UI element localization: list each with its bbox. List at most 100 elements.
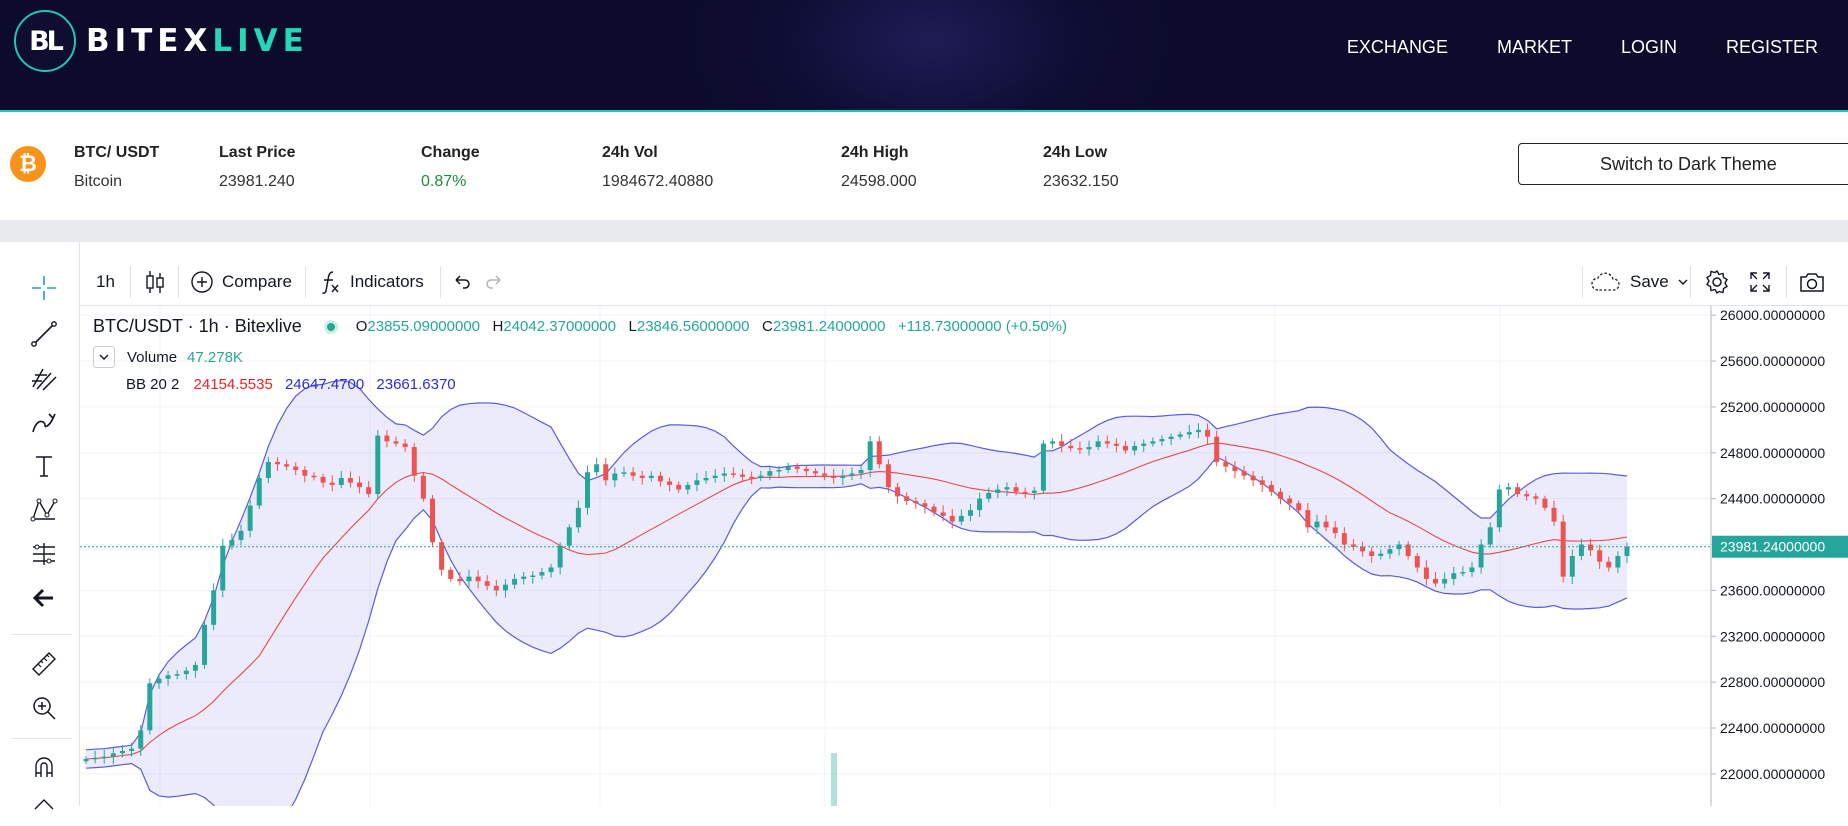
ruler-icon[interactable] [26,646,62,682]
gear-icon [1706,269,1728,295]
candle-body [1296,503,1302,511]
settings-button[interactable] [1704,258,1730,306]
candle-body [776,469,782,472]
fib-tool-icon[interactable] [26,360,62,396]
candle-body [967,510,973,516]
price-plot[interactable]: 26000.00000000 25600.00000000 25200.000000… [80,306,1848,806]
text-tool-icon[interactable] [26,448,62,484]
candle-body [1369,551,1375,556]
candle-body [1031,490,1037,493]
legend-ohlc: O23855.09000000 H24042.37000000 L23846.5… [355,318,1068,335]
candle-body [931,506,937,513]
nav-exchange[interactable]: EXCHANGE [1346,37,1448,57]
nav-login[interactable]: LOGIN [1620,37,1677,57]
candle-body [1469,567,1475,573]
crosshair-icon[interactable] [26,270,62,306]
candle-body [703,478,709,481]
snapshot-button[interactable] [1798,258,1826,306]
candle-body [1533,496,1539,499]
candle-body [274,461,280,465]
candle-body [1022,491,1028,494]
candle-body [384,435,390,442]
indicators-button[interactable]: Indicators [320,258,424,306]
candle-body [557,545,563,568]
chart-type-button[interactable] [144,258,166,306]
candle-body [958,515,964,522]
candle-body [1515,487,1521,495]
candle-body [1113,443,1119,446]
interval-button[interactable]: 1h [96,272,115,291]
candle-body [895,487,901,497]
candle-body [493,585,499,591]
candle-body [1214,436,1220,462]
candle-body [1150,441,1156,444]
pattern-tool-icon[interactable] [26,492,62,528]
candle-body [1122,445,1128,451]
cloud-icon [1591,272,1620,291]
brush-icon[interactable] [26,404,62,440]
undo-button[interactable] [450,258,472,306]
chevron-down-icon [1678,279,1688,285]
chart-toolbar: 1h Compare Indicators Save [80,258,1848,306]
candle-body [1487,527,1493,545]
drawing-toolbar [0,242,80,810]
candle-body [803,468,809,472]
candle-body [320,476,326,483]
candle-body [767,471,773,476]
magnet-icon[interactable] [26,750,62,786]
candle-body [402,443,408,448]
compare-button[interactable]: Compare [190,258,292,306]
arrow-back-icon[interactable] [26,580,62,616]
candle-body [1004,487,1010,490]
redo-button[interactable] [484,258,506,306]
candle-body [101,756,107,759]
price-tick-label: 24800.00000000 [1720,445,1825,461]
fullscreen-button[interactable] [1748,258,1772,306]
fullscreen-icon [1750,272,1770,292]
candle-body [1077,448,1083,450]
legend-volume-label[interactable]: Volume [127,348,178,366]
candle-body [548,567,554,573]
candle-body [858,469,864,474]
candle-body [1350,544,1356,547]
ticker-last-price: Last Price 23981.240 [219,144,296,190]
candle-body [1205,429,1211,437]
save-button[interactable]: Save [1590,258,1689,306]
candle-body [1460,572,1466,574]
candlestick-chart[interactable]: 26000.00000000 25600.00000000 25200.000000… [80,306,1848,806]
legend-volume-row: Volume 47.278K [93,346,243,368]
switch-theme-button[interactable]: Switch to Dark Theme [1518,143,1848,185]
candle-body [1423,567,1429,579]
camera-icon [1800,273,1824,292]
candle-body [183,670,189,675]
toolbar-divider [130,266,131,298]
candle-body [539,572,545,576]
candle-body [740,474,746,477]
candle-body [1615,556,1621,568]
legend-symbol[interactable]: BTC/USDT · 1h · Bitexlive [93,316,302,336]
measure-tool-icon[interactable] [26,536,62,572]
trend-line-icon[interactable] [26,316,62,352]
legend-bb-row: BB 20 2 24154.5535 24647.4700 23661.6370 [126,376,456,393]
collapse-legend-button[interactable] [93,346,115,368]
candle-body [812,471,818,474]
toolbar-divider [1786,266,1787,298]
candle-body [1095,441,1101,448]
toolbar-divider [440,266,441,298]
candle-body [940,512,946,516]
candle-body [685,484,691,490]
legend-bb-label[interactable]: BB 20 2 [126,376,180,393]
candle-body [1332,527,1338,534]
candle-body [1551,507,1557,522]
candle-body [612,473,618,481]
candle-body [448,569,454,579]
candle-body [1496,489,1502,528]
candle-body [1524,494,1530,497]
lock-drawings-icon[interactable] [26,790,62,826]
brand-logo[interactable]: BL BITEXLIVE [14,10,309,72]
nav-market[interactable]: MARKET [1496,37,1572,57]
candle-body [1606,561,1612,568]
bb-lower-line [85,456,1628,806]
zoom-in-icon[interactable] [26,690,62,726]
nav-register[interactable]: REGISTER [1725,37,1818,57]
